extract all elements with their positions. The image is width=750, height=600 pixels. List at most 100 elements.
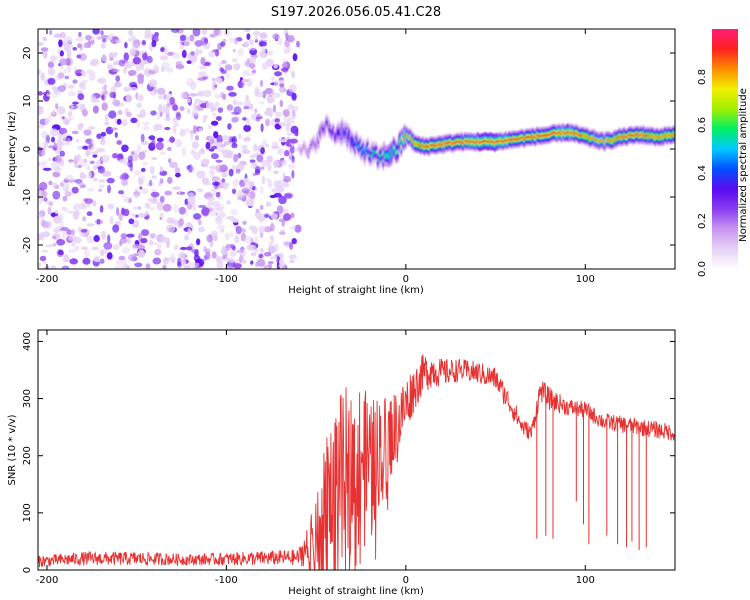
spectrogram-noise-blob: [285, 32, 289, 41]
spectrogram-noise-blob: [194, 40, 204, 47]
spectrogram-signal-cell: [572, 132, 575, 135]
spectrogram-noise-blob: [210, 120, 219, 126]
spectrogram-noise-blob: [137, 249, 145, 258]
spectrogram-signal-cell: [527, 136, 530, 139]
spectrogram-signal-cell: [403, 133, 406, 136]
spectrogram-signal-cell: [611, 139, 614, 142]
spectrogram-noise-blob: [283, 29, 289, 37]
spectrogram-noise-blob: [52, 190, 61, 200]
spectrogram-signal-cell: [664, 133, 666, 136]
snr-y-tick-label: 0: [22, 567, 33, 573]
spectrogram-noise-blob: [195, 171, 200, 176]
spectrogram-signal-cell: [637, 133, 639, 136]
spectrogram-noise-blob: [248, 39, 255, 46]
spectrogram-noise-blob: [49, 29, 53, 35]
spectrogram-noise-blob: [54, 225, 62, 230]
spectrogram-signal-cell: [321, 128, 324, 132]
spectrogram-signal-cell: [459, 141, 462, 144]
spectrogram-signal-cell: [556, 132, 559, 135]
snr-x-ticks: -200 -100 0 100: [36, 330, 595, 586]
spectrogram-signal-cell: [496, 140, 498, 143]
spectrogram-signal-cell: [423, 145, 425, 148]
spectrogram-signal-cell: [578, 134, 580, 137]
spectrogram-signal-cell: [328, 129, 330, 132]
spectrogram-noise-blob: [48, 201, 54, 207]
spectrogram-signal-cell: [383, 150, 385, 154]
spectrogram-noise-blob: [149, 44, 153, 51]
spectrogram-noise-blob: [248, 62, 256, 69]
spectrogram-signal-cell: [668, 134, 671, 137]
spectrogram-signal-cell: [528, 136, 531, 139]
spectrogram-noise-blob: [100, 131, 107, 137]
spectrogram-ylabel: Frequency (Hz): [7, 111, 18, 187]
spectrogram-noise-blob: [43, 50, 48, 59]
spectrogram-signal-cell: [636, 133, 638, 136]
spectrogram-noise-blob: [75, 72, 82, 77]
spectrogram-noise-blob: [223, 140, 231, 146]
spectrogram-noise-blob: [284, 39, 290, 48]
spectrogram-signal-cell: [299, 148, 301, 151]
spectrogram-noise-blob: [273, 170, 279, 175]
spectrogram-noise-blob: [205, 141, 211, 150]
spectrogram-noise-blob: [89, 60, 98, 67]
snr-line: [38, 354, 675, 570]
spectrogram-noise-blob: [288, 152, 293, 162]
spectrogram-noise-blob: [264, 251, 272, 257]
spectrogram-noise-blob: [175, 172, 181, 178]
spectrogram-signal-cell: [433, 145, 436, 148]
spectrogram-noise-blob: [63, 36, 73, 43]
spectrogram-signal-cell: [319, 132, 322, 135]
spectrogram-noise-blob: [66, 118, 72, 123]
spectrogram-noise-blob: [104, 113, 109, 123]
spectrogram-signal-cell: [560, 133, 563, 136]
spectrogram-signal-cell: [585, 135, 588, 138]
spectrogram-noise-blob: [208, 200, 213, 205]
spectrogram-noise-blob: [119, 159, 126, 164]
spectrogram-noise-blob: [62, 182, 70, 192]
spectrogram-noise-blob: [148, 79, 158, 87]
spectrogram-noise-blob: [252, 143, 258, 152]
spectrogram-noise-blob: [249, 244, 257, 251]
spectrogram-signal-cell: [344, 133, 347, 136]
spectrogram-signal-cell: [532, 135, 535, 138]
spectrogram-noise-blob: [148, 135, 156, 141]
spectrogram-signal-cell: [583, 135, 586, 138]
spectrogram-signal-cell: [432, 143, 435, 146]
spectrogram-signal-cell: [574, 131, 577, 134]
spectrogram-noise-blob: [199, 49, 203, 54]
spectrogram-signal-cell: [350, 138, 353, 141]
spectrogram-noise-blob: [93, 256, 101, 263]
spectrogram-noise-blob: [168, 158, 172, 164]
spectrogram-noise-blob: [80, 174, 87, 179]
spectrogram-noise-blob: [38, 233, 43, 241]
spectrogram-noise-blob: [131, 154, 139, 162]
spectrogram-signal-cell: [658, 136, 661, 139]
spectrogram-signal-cell: [663, 135, 665, 138]
spectrogram-noise-blob: [276, 205, 284, 215]
spectrogram-noise-blob: [260, 147, 265, 155]
spectrogram-noise-blob: [231, 188, 237, 195]
spectrogram-noise-blob: [202, 76, 209, 80]
spectrogram-signal-cell: [643, 135, 646, 138]
spectrogram-signal-cell: [620, 137, 622, 140]
spectrogram-noise-blob: [38, 68, 41, 75]
spectrogram-noise-blob: [63, 68, 67, 74]
spectrogram-signal-cell: [334, 136, 337, 139]
spectrogram-noise-blob: [232, 48, 236, 53]
spectrogram-signal-cell: [669, 134, 672, 137]
spectrogram-noise-blob: [220, 182, 230, 187]
spectrogram-noise-blob: [198, 204, 207, 209]
spectrogram-signal-cell: [450, 141, 452, 144]
spectrogram-noise-blob: [121, 263, 129, 269]
spectrogram-signal-cell: [303, 144, 306, 147]
spectrogram-noise-blob: [220, 228, 224, 234]
spectrogram-noise-blob: [292, 53, 298, 62]
spectrogram-noise-blob: [127, 37, 136, 43]
colorbar-ticks: 0.0 0.2 0.4 0.6 0.8: [697, 69, 708, 277]
spectrogram-signal-cell: [651, 134, 653, 137]
spectrogram-noise-blob: [228, 168, 234, 177]
spectrogram-signal-cell: [396, 151, 398, 154]
spectrogram-noise-blob: [279, 252, 284, 260]
spectrogram-noise-blob: [234, 37, 239, 45]
spectrogram-noise-blob: [163, 257, 170, 265]
